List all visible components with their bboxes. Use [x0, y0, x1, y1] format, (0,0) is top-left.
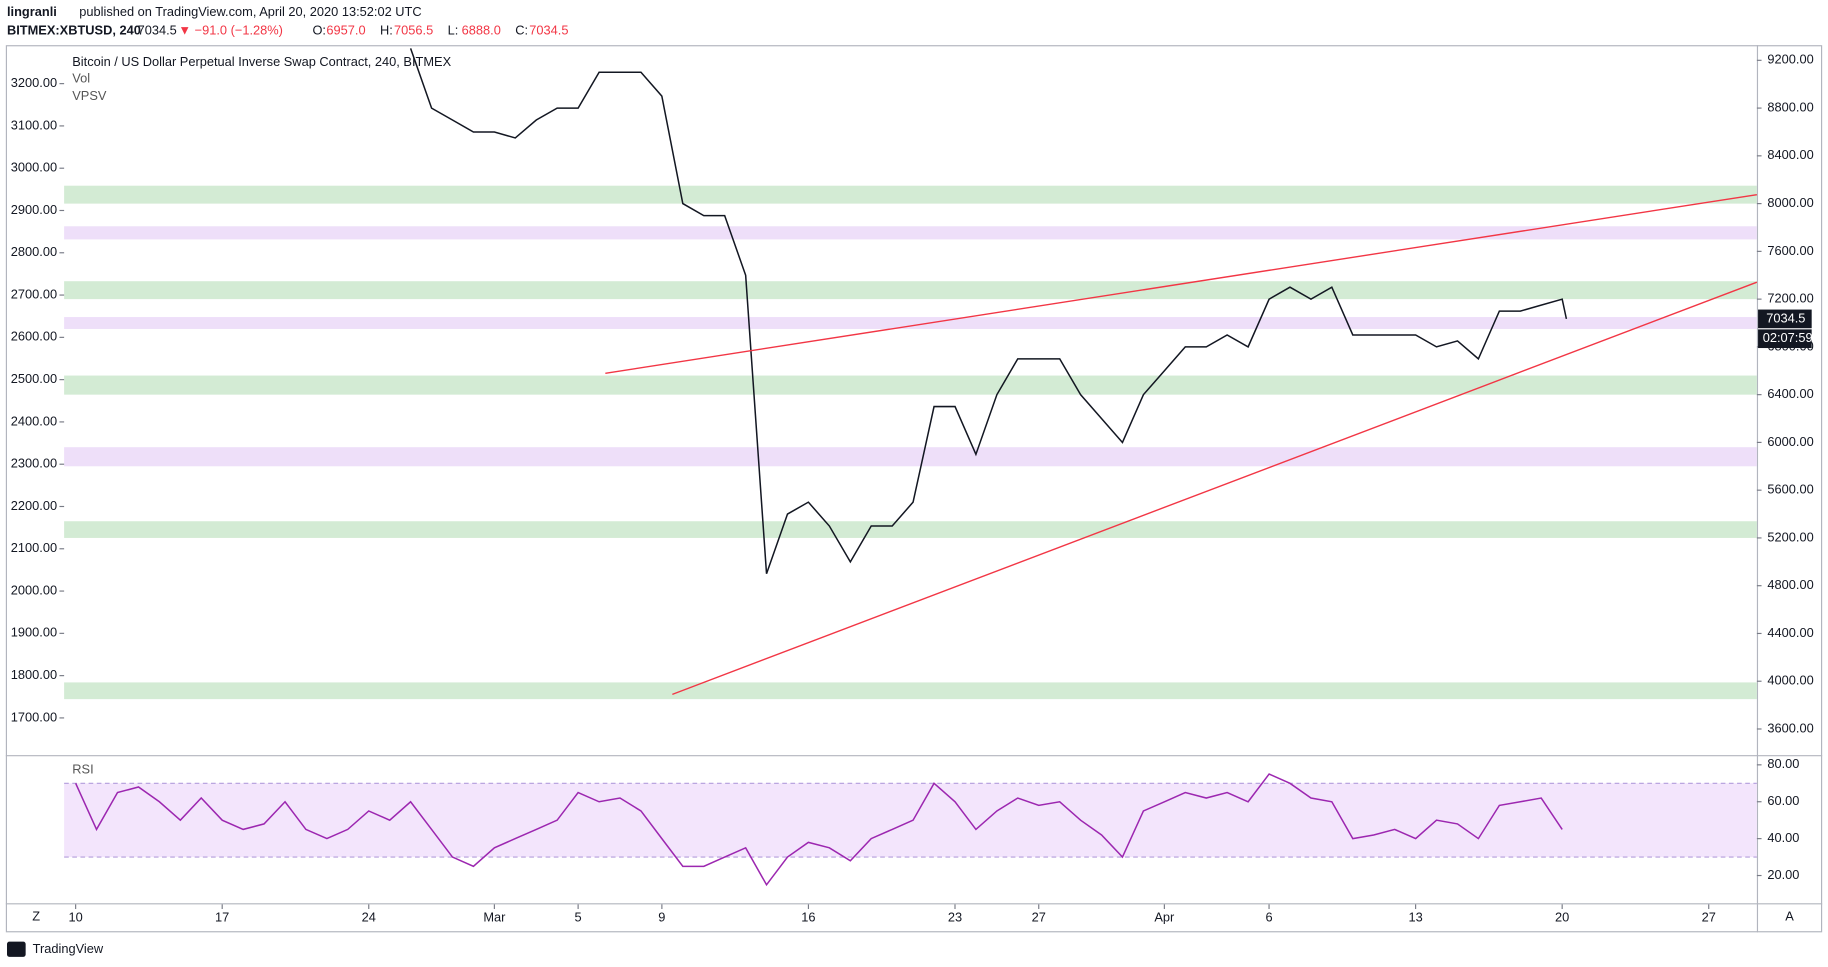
- y-tick-label: 20.00: [1767, 867, 1799, 882]
- y-tick-label: 6000.00: [1767, 434, 1813, 449]
- scale-button[interactable]: Z: [32, 909, 40, 924]
- x-tick-label: 13: [1408, 910, 1422, 925]
- y-tick-label: 8400.00: [1767, 147, 1813, 162]
- y-tick-label: 60.00: [1767, 793, 1799, 808]
- zone: [64, 185, 1757, 204]
- ohlc-key: L:: [448, 23, 459, 38]
- zone: [64, 447, 1757, 467]
- ohlc-value: 6957.0: [326, 23, 365, 38]
- auto-button[interactable]: A: [1785, 909, 1794, 924]
- y2-tick-label: 1700.00: [11, 709, 57, 724]
- ohlc-key: H:: [380, 23, 393, 38]
- zone: [64, 281, 1757, 300]
- y2-tick-label: 2700.00: [11, 286, 57, 301]
- y2-tick-label: 1900.00: [11, 625, 57, 640]
- logo: TradingView: [33, 941, 104, 956]
- x-tick-label: 16: [801, 910, 815, 925]
- ohlc-value: 7056.5: [394, 23, 433, 38]
- logo-icon: [6, 941, 26, 957]
- y2-tick-label: 1800.00: [11, 667, 57, 682]
- rsi-band: [64, 783, 1757, 858]
- rsi-label: RSI: [72, 762, 93, 777]
- price-line: [409, 48, 1568, 574]
- y2-tick-label: 2300.00: [11, 456, 57, 471]
- y2-tick-label: 3100.00: [11, 117, 57, 132]
- zone: [64, 317, 1757, 329]
- x-tick-label: 24: [362, 910, 376, 925]
- x-tick-label: 9: [658, 910, 665, 925]
- symbol: BITMEX:XBTUSD, 240: [7, 23, 141, 38]
- last-price-label: 7034.5: [1766, 310, 1805, 325]
- y2-tick-label: 3000.00: [11, 160, 57, 175]
- trendline: [605, 193, 1757, 374]
- x-tick-label: 27: [1032, 910, 1046, 925]
- y2-tick-label: 2800.00: [11, 244, 57, 259]
- last-price-box: [1758, 309, 1812, 329]
- y2-tick-label: 2200.00: [11, 498, 57, 513]
- y2-tick-label: 2100.00: [11, 540, 57, 555]
- indicator-label: Vol: [72, 70, 90, 85]
- x-tick-label: 10: [69, 910, 83, 925]
- y-tick-label: 40.00: [1767, 830, 1799, 845]
- ohlc-value: 6888.0: [462, 23, 501, 38]
- zone: [64, 682, 1757, 700]
- zone: [64, 375, 1757, 395]
- trendline: [672, 281, 1758, 696]
- zone: [64, 521, 1757, 538]
- x-tick-label: 20: [1555, 910, 1569, 925]
- y-tick-label: 5600.00: [1767, 482, 1813, 497]
- y-tick-label: 4000.00: [1767, 673, 1813, 688]
- zone: [64, 226, 1757, 240]
- y2-tick-label: 2500.00: [11, 371, 57, 386]
- countdown: 02:07:59: [1763, 330, 1813, 345]
- author: lingranli: [7, 4, 57, 19]
- y-tick-label: 8000.00: [1767, 195, 1813, 210]
- last: 7034.5: [138, 23, 177, 38]
- y-tick-label: 9200.00: [1767, 52, 1813, 67]
- ohlc-key: O:: [312, 23, 326, 38]
- ohlc-key: C:: [515, 23, 528, 38]
- y2-tick-label: 3200.00: [11, 75, 57, 90]
- x-tick-label: Apr: [1154, 910, 1175, 925]
- x-tick-label: 27: [1702, 910, 1716, 925]
- y-tick-label: 4800.00: [1767, 577, 1813, 592]
- price-line: [74, 773, 1563, 887]
- y2-tick-label: 2900.00: [11, 202, 57, 217]
- y-tick-label: 6400.00: [1767, 386, 1813, 401]
- y2-tick-label: 2600.00: [11, 329, 57, 344]
- chart-title: Bitcoin / US Dollar Perpetual Inverse Sw…: [72, 54, 451, 69]
- indicator-label: VPSV: [72, 88, 107, 103]
- y-tick-label: 7200.00: [1767, 291, 1813, 306]
- y-tick-label: 8800.00: [1767, 99, 1813, 114]
- countdown-box: [1758, 329, 1812, 349]
- x-tick-label: 17: [215, 910, 229, 925]
- y-tick-label: 7600.00: [1767, 243, 1813, 258]
- y2-tick-label: 2000.00: [11, 582, 57, 597]
- published: published on TradingView.com, April 20, …: [79, 4, 421, 19]
- x-tick-label: Mar: [483, 910, 506, 925]
- x-tick-label: 6: [1265, 910, 1272, 925]
- y2-tick-label: 2400.00: [11, 413, 57, 428]
- y-tick-label: 3600.00: [1767, 720, 1813, 735]
- y-tick-label: 4400.00: [1767, 625, 1813, 640]
- frame: [5, 45, 1823, 933]
- x-tick-label: 23: [948, 910, 962, 925]
- change: ▼ −91.0 (−1.28%): [178, 23, 283, 38]
- ohlc-value: 7034.5: [529, 23, 568, 38]
- x-tick-label: 5: [575, 910, 582, 925]
- y-tick-label: 80.00: [1767, 756, 1799, 771]
- y-tick-label: 5200.00: [1767, 529, 1813, 544]
